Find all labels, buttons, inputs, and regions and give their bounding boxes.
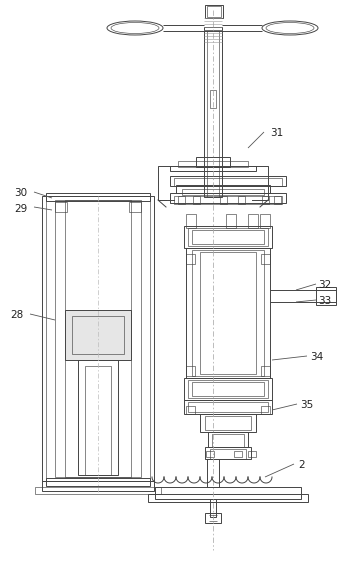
Text: 28: 28: [10, 310, 23, 320]
Bar: [226, 214, 236, 228]
Bar: [186, 366, 195, 376]
Bar: [176, 185, 270, 193]
Bar: [234, 451, 242, 457]
Bar: [174, 178, 282, 186]
Bar: [248, 451, 256, 457]
Bar: [186, 406, 195, 414]
Bar: [186, 248, 270, 378]
Bar: [192, 230, 264, 244]
Bar: [207, 30, 219, 197]
Bar: [178, 161, 248, 167]
Bar: [210, 90, 216, 108]
Bar: [170, 166, 256, 171]
Bar: [260, 214, 270, 228]
Bar: [220, 196, 227, 204]
Bar: [205, 447, 251, 459]
Bar: [207, 6, 221, 17]
Bar: [248, 214, 258, 228]
Text: 34: 34: [310, 352, 323, 362]
Bar: [274, 196, 281, 204]
Bar: [65, 200, 131, 477]
Bar: [78, 360, 118, 475]
Bar: [210, 499, 216, 517]
Bar: [72, 316, 124, 354]
Bar: [184, 226, 272, 248]
Bar: [262, 196, 269, 204]
Bar: [205, 513, 221, 523]
Bar: [65, 310, 131, 360]
Text: 31: 31: [270, 128, 283, 138]
Bar: [46, 478, 150, 486]
Bar: [178, 196, 185, 204]
Bar: [186, 214, 196, 228]
Bar: [200, 414, 256, 432]
Bar: [148, 494, 308, 502]
Bar: [205, 5, 223, 18]
Bar: [316, 287, 336, 305]
Bar: [188, 402, 268, 412]
Bar: [261, 254, 270, 264]
Bar: [174, 196, 282, 204]
Bar: [210, 449, 246, 459]
Bar: [261, 366, 270, 376]
Bar: [85, 366, 111, 475]
Bar: [204, 30, 222, 197]
Bar: [35, 487, 161, 494]
Bar: [55, 200, 141, 477]
Text: 32: 32: [318, 280, 331, 290]
Bar: [42, 196, 154, 481]
Bar: [42, 481, 154, 491]
Bar: [192, 250, 264, 376]
Bar: [193, 196, 200, 204]
Bar: [46, 196, 150, 481]
Bar: [46, 193, 150, 201]
Bar: [186, 254, 195, 264]
Bar: [207, 459, 219, 487]
Bar: [238, 196, 245, 204]
Bar: [184, 378, 272, 400]
Bar: [188, 380, 268, 398]
Bar: [206, 451, 214, 457]
Bar: [200, 252, 256, 374]
Text: 30: 30: [14, 188, 27, 198]
Bar: [196, 157, 230, 167]
Text: 33: 33: [318, 296, 331, 306]
Bar: [129, 202, 141, 212]
Text: 35: 35: [300, 400, 313, 410]
Bar: [184, 400, 272, 414]
Bar: [204, 27, 222, 31]
Bar: [192, 382, 264, 396]
Bar: [261, 406, 270, 414]
Bar: [170, 193, 286, 203]
Bar: [212, 434, 244, 447]
Bar: [208, 432, 248, 447]
Bar: [170, 176, 286, 186]
Text: 29: 29: [14, 204, 27, 214]
Bar: [55, 202, 67, 212]
Bar: [205, 416, 251, 430]
Bar: [182, 189, 264, 195]
Text: 2: 2: [298, 460, 305, 470]
Bar: [188, 228, 268, 246]
Bar: [155, 487, 301, 499]
